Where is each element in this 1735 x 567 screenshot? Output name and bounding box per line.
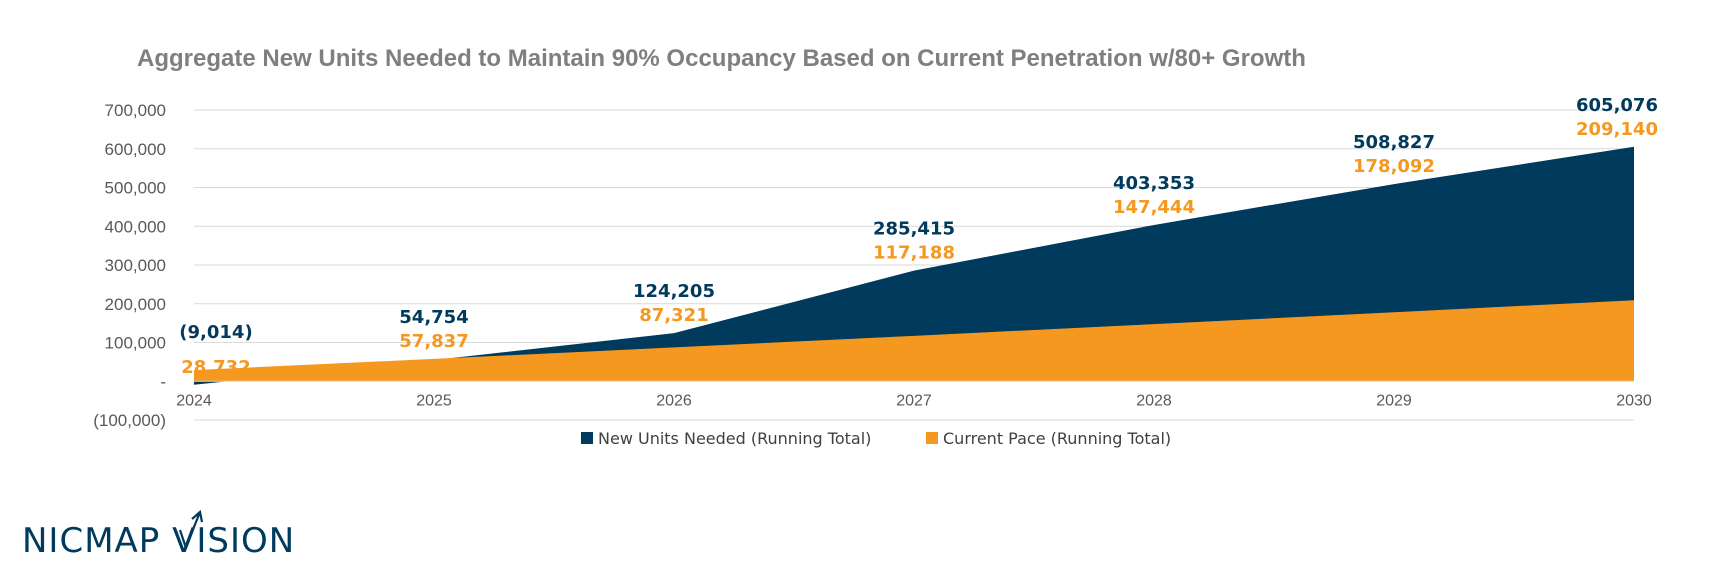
- x-tick-label: 2030: [1616, 392, 1652, 409]
- logo-arrow-icon: [178, 509, 204, 549]
- data-label-needed: 285,415: [873, 219, 955, 240]
- x-tick-label: 2024: [176, 392, 212, 409]
- data-label-needed: 403,353: [1113, 173, 1195, 194]
- x-tick-label: 2029: [1376, 392, 1412, 409]
- data-label-pace: 209,140: [1576, 119, 1658, 140]
- legend-label-needed: New Units Needed (Running Total): [598, 429, 871, 448]
- area-current-pace: [194, 300, 1634, 382]
- legend: New Units Needed (Running Total) Current…: [581, 429, 1171, 448]
- y-tick-label: 200,000: [105, 295, 166, 314]
- data-label-pace: 178,092: [1353, 156, 1435, 177]
- data-label-needed: 605,076: [1576, 95, 1658, 116]
- legend-swatch-pace: [926, 432, 938, 444]
- data-label-needed: 54,754: [399, 307, 468, 328]
- data-label-pace: 117,188: [873, 243, 955, 264]
- y-tick-label: (100,000): [93, 411, 166, 430]
- axes: 700,000 600,000 500,000 400,000 300,000 200,0…: [93, 101, 1652, 430]
- data-label-needed: (9,014): [179, 322, 252, 343]
- x-tick-label: 2025: [416, 392, 452, 409]
- data-label-needed: 124,205: [633, 281, 715, 302]
- y-tick-label: 400,000: [105, 217, 166, 236]
- y-tick-label: 600,000: [105, 140, 166, 159]
- x-tick-label: 2026: [656, 392, 692, 409]
- y-tick-label: -: [160, 372, 166, 391]
- data-label-needed: 508,827: [1353, 132, 1435, 153]
- data-labels: (9,014) 54,754 124,205 285,415 403,353 508,82…: [179, 95, 1658, 378]
- y-tick-label: 100,000: [105, 334, 166, 353]
- x-tick-label: 2028: [1136, 392, 1172, 409]
- chart-title: Aggregate New Units Needed to Maintain 9…: [137, 45, 1306, 72]
- plot-areas: [194, 146, 1634, 385]
- data-label-pace: 28,732: [181, 357, 250, 378]
- y-tick-label: 500,000: [105, 179, 166, 198]
- data-label-pace: 147,444: [1113, 197, 1195, 218]
- data-label-pace: 87,321: [639, 305, 708, 326]
- logo-wordmark: NICMAP VISION: [22, 521, 295, 561]
- legend-swatch-needed: [581, 432, 593, 444]
- x-tick-label: 2027: [896, 392, 932, 409]
- y-tick-label: 300,000: [105, 256, 166, 275]
- nicmap-vision-logo: NICMAP VISION: [22, 509, 295, 561]
- y-tick-label: 700,000: [105, 101, 166, 120]
- data-label-pace: 57,837: [399, 331, 468, 352]
- legend-label-pace: Current Pace (Running Total): [943, 429, 1171, 448]
